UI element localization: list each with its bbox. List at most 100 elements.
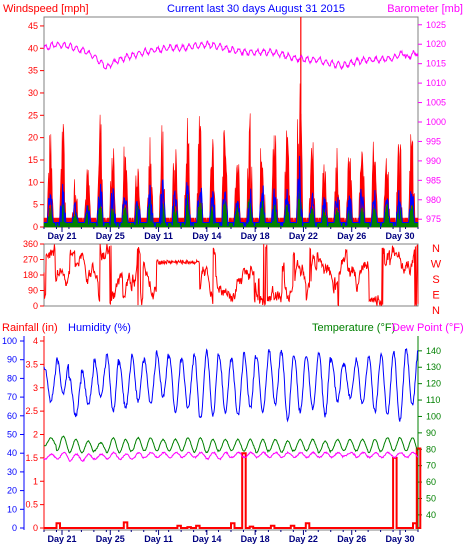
temp-humidity-panel: Rainfall (in) Humidity (%) Temperature (…: [2, 322, 464, 544]
rainfall-tick-label: 4: [33, 336, 38, 346]
humidity-tick-label: 10: [7, 504, 17, 514]
direction-tick-label: 360: [23, 239, 38, 249]
rainfall-tick-label: 3: [33, 383, 38, 393]
x-tick-label: Day 11: [144, 231, 173, 241]
x-tick-label: Day 18: [241, 231, 270, 241]
humidity-axis-title: Humidity (%): [68, 322, 131, 334]
barometer-tick-label: 1000: [426, 117, 446, 127]
windspeed-average-series: [44, 155, 418, 227]
dewpoint-axis-title: Dew Point (°F): [392, 322, 464, 334]
windspeed-tick-label: 35: [28, 66, 38, 76]
bottom-x-labels: Day 21 Day 25 Day 11 Day 14 Day 18 Day 22 Day …: [43, 530, 419, 544]
barometer-tick-label: 1005: [426, 98, 446, 108]
temperature-tick-label: 130: [426, 362, 441, 372]
x-tick-label: Day 21: [47, 534, 76, 544]
humidity-tick-label: 100: [2, 336, 17, 346]
x-tick-label: Day 30: [385, 231, 414, 241]
windspeed-gust-series: [43, 83, 419, 228]
windspeed-tick-label: 5: [33, 200, 38, 210]
x-tick-label: Day 21: [47, 231, 76, 241]
humidity-tick-label: 30: [7, 467, 17, 477]
direction-tick-label: 90: [28, 286, 38, 296]
rainfall-tick-label: 2.5: [25, 406, 38, 416]
x-tick-label: Day 25: [96, 231, 125, 241]
temperature-tick-label: 80: [426, 444, 436, 454]
windspeed-tick-label: 40: [28, 43, 38, 53]
x-tick-label: Day 26: [337, 231, 366, 241]
humidity-tick-label: 70: [7, 392, 17, 402]
windspeed-tick-label: 30: [28, 88, 38, 98]
humidity-tick-label: 60: [7, 411, 17, 421]
direction-tick-label: 180: [23, 270, 38, 280]
compass-label: W: [431, 259, 442, 271]
wind-direction-series: [43, 243, 419, 307]
direction-degree-ticks: 0 90 180 270 360: [23, 239, 44, 311]
temperature-tick-label: 40: [426, 510, 436, 520]
barometer-tick-label: 975: [426, 214, 441, 224]
temperature-tick-label: 110: [426, 395, 440, 405]
rainfall-tick-label: 3.5: [25, 359, 38, 369]
compass-label: S: [432, 274, 439, 286]
compass-label: E: [432, 290, 439, 302]
wind-baro-series: [43, 17, 419, 228]
humidity-tick-label: 90: [7, 355, 17, 365]
barometer-tick-label: 1020: [426, 39, 446, 49]
rainfall-tick-label: 1.5: [25, 453, 38, 463]
barometer-tick-label: 995: [426, 136, 441, 146]
compass-label: N: [432, 305, 440, 317]
x-tick-label: Day 30: [385, 534, 414, 544]
temperature-tick-label: 100: [426, 411, 441, 421]
x-tick-label: Day 11: [144, 534, 173, 544]
windspeed-tick-label: 0: [33, 222, 38, 232]
rainfall-series: [44, 447, 422, 529]
temperature-tick-label: 60: [426, 477, 436, 487]
humidity-tick-label: 0: [12, 523, 17, 533]
temperature-tick-label: 120: [426, 379, 441, 389]
windspeed-tick-label: 25: [28, 110, 38, 120]
windspeed-ticks: 0 5 10 15 20 25 30 35 40 45: [28, 21, 44, 232]
x-tick-label: Day 25: [96, 534, 125, 544]
x-tick-label: Day 22: [289, 534, 318, 544]
x-tick-label: Day 26: [337, 534, 366, 544]
rainfall-tick-label: 2: [33, 430, 38, 440]
humidity-tick-label: 20: [7, 486, 17, 496]
barometer-tick-label: 1010: [426, 78, 446, 88]
humidity-tick-label: 50: [7, 430, 17, 440]
barometer-series: [43, 40, 419, 71]
rainfall-tick-label: 0.5: [25, 500, 38, 510]
rainfall-tick-label: 1: [33, 476, 38, 486]
x-tick-label: Day 14: [192, 534, 221, 544]
windspeed-axis-title: Windspeed [mph]: [3, 3, 89, 15]
windspeed-tick-label: 45: [28, 21, 38, 31]
dewpoint-series: [43, 450, 419, 462]
barometer-tick-label: 980: [426, 195, 441, 205]
humidity-tick-label: 40: [7, 448, 17, 458]
temperature-tick-label: 140: [426, 346, 441, 356]
humidity-ticks: 0 10 20 30 40 50 60 70 80 90 100: [2, 336, 24, 533]
wind-baro-panel: Windspeed [mph] Current last 30 days Aug…: [3, 3, 463, 241]
windspeed-tick-label: 10: [28, 177, 38, 187]
humidity-series: [43, 347, 419, 423]
rainfall-axis-title: Rainfall (in): [2, 322, 58, 334]
rainfall-tick-label: 0: [33, 523, 38, 533]
direction-tick-label: 0: [33, 301, 38, 311]
windspeed-tick-label: 20: [28, 133, 38, 143]
temp-humidity-series: [43, 347, 422, 529]
chart-title: Current last 30 days August 31 2015: [167, 3, 345, 15]
barometer-tick-label: 1025: [426, 20, 446, 30]
x-tick-label: Day 22: [289, 231, 318, 241]
top-x-labels: Day 21 Day 25 Day 11 Day 14 Day 18 Day 22 Day …: [43, 227, 419, 241]
temperature-tick-label: 50: [426, 493, 436, 503]
temperature-series: [43, 435, 419, 454]
temperature-tick-label: 90: [426, 428, 436, 438]
wind-direction-series-line: [43, 243, 419, 307]
compass-label: N: [432, 243, 440, 255]
barometer-tick-label: 985: [426, 175, 441, 185]
barometer-axis-title: Barometer [mb]: [387, 3, 463, 15]
rainfall-ticks: 0 0.5 1 1.5 2 2.5 3 3.5 4: [25, 336, 44, 533]
windspeed-tick-label: 15: [28, 155, 38, 165]
